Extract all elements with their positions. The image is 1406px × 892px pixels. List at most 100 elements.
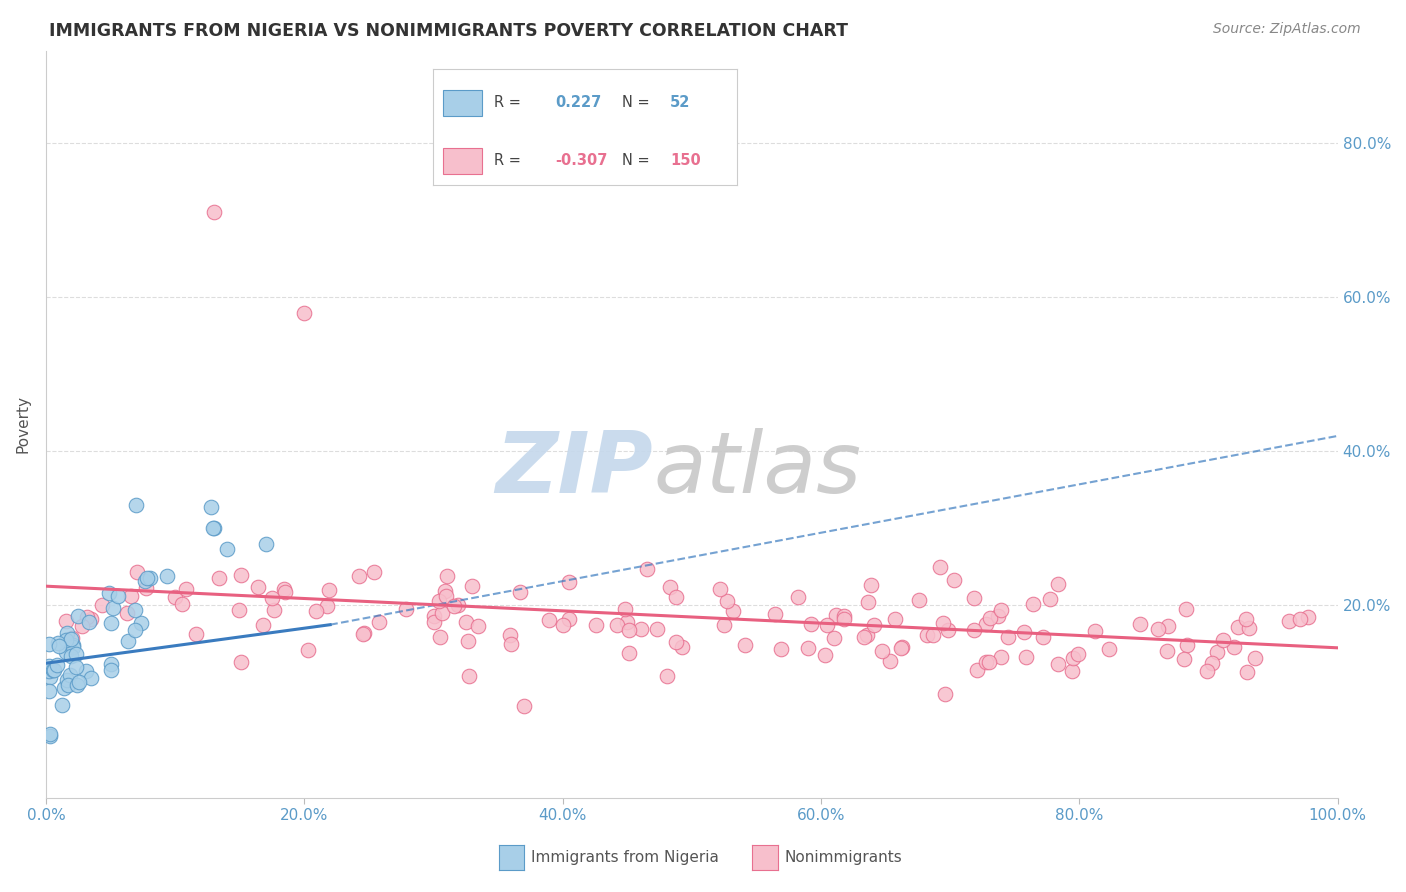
Text: atlas: atlas bbox=[652, 428, 860, 511]
Point bbox=[117, 606, 139, 620]
Point bbox=[558, 612, 581, 626]
Point bbox=[347, 568, 370, 582]
Point bbox=[974, 617, 997, 632]
Point bbox=[42, 663, 65, 677]
Point bbox=[665, 634, 688, 648]
Point bbox=[977, 655, 1000, 669]
Point bbox=[630, 622, 652, 636]
Point bbox=[60, 631, 83, 645]
Point bbox=[436, 569, 458, 583]
Point bbox=[860, 578, 883, 592]
Point bbox=[1062, 651, 1084, 665]
Point bbox=[1047, 576, 1070, 591]
Point bbox=[262, 591, 284, 605]
Y-axis label: Poverty: Poverty bbox=[15, 395, 30, 453]
Point bbox=[38, 637, 60, 651]
Point bbox=[231, 567, 253, 582]
Point bbox=[1157, 618, 1180, 632]
Point bbox=[655, 668, 678, 682]
Point bbox=[823, 631, 845, 645]
Point bbox=[879, 654, 901, 668]
Point bbox=[1175, 602, 1198, 616]
Point bbox=[870, 643, 893, 657]
Point bbox=[551, 618, 574, 632]
Point bbox=[454, 615, 477, 630]
Point bbox=[134, 574, 156, 588]
Point bbox=[59, 668, 82, 682]
Point bbox=[509, 584, 531, 599]
Point bbox=[273, 582, 295, 596]
Text: Nonimmigrants: Nonimmigrants bbox=[785, 850, 903, 864]
Point bbox=[247, 580, 270, 594]
Point bbox=[427, 594, 450, 608]
Point bbox=[763, 607, 786, 622]
Point bbox=[156, 569, 179, 583]
Point bbox=[606, 618, 628, 632]
Point bbox=[815, 618, 838, 632]
Point bbox=[787, 590, 810, 604]
Point bbox=[734, 638, 756, 652]
Point bbox=[55, 633, 77, 648]
Point bbox=[1083, 624, 1105, 638]
Point bbox=[430, 607, 453, 621]
Text: IMMIGRANTS FROM NIGERIA VS NONIMMIGRANTS POVERTY CORRELATION CHART: IMMIGRANTS FROM NIGERIA VS NONIMMIGRANTS… bbox=[49, 22, 848, 40]
Point bbox=[617, 646, 640, 660]
Point bbox=[814, 648, 837, 662]
Point bbox=[42, 663, 65, 677]
Point bbox=[1047, 657, 1070, 672]
Point bbox=[665, 591, 688, 605]
Point bbox=[658, 580, 681, 594]
Point bbox=[65, 660, 87, 674]
Point bbox=[433, 583, 456, 598]
Point bbox=[352, 626, 374, 640]
Point bbox=[38, 683, 60, 698]
Point bbox=[928, 559, 950, 574]
Point bbox=[1177, 638, 1199, 652]
Point bbox=[671, 640, 693, 654]
Point bbox=[800, 617, 823, 632]
Point bbox=[80, 671, 103, 685]
Point bbox=[1289, 612, 1312, 626]
Point bbox=[124, 603, 146, 617]
Point bbox=[1128, 616, 1150, 631]
Point bbox=[186, 627, 208, 641]
Point bbox=[537, 614, 560, 628]
Point bbox=[614, 601, 637, 615]
Point bbox=[353, 626, 375, 640]
Point bbox=[908, 593, 931, 607]
Point bbox=[200, 500, 222, 515]
Point bbox=[513, 698, 536, 713]
Point bbox=[60, 632, 83, 646]
Point bbox=[458, 669, 481, 683]
Point bbox=[77, 615, 100, 629]
Point bbox=[297, 642, 319, 657]
Point bbox=[769, 641, 792, 656]
Point bbox=[447, 599, 470, 613]
Point bbox=[1298, 610, 1320, 624]
Point bbox=[461, 579, 484, 593]
Point bbox=[1236, 665, 1258, 679]
Point bbox=[1022, 597, 1045, 611]
Point bbox=[1197, 664, 1219, 678]
Point bbox=[499, 628, 522, 642]
Point bbox=[422, 615, 444, 630]
Point bbox=[921, 628, 943, 642]
Point bbox=[1201, 656, 1223, 670]
Point bbox=[585, 618, 607, 632]
Point bbox=[943, 573, 966, 587]
Point bbox=[120, 589, 142, 603]
Point bbox=[38, 729, 60, 743]
Point bbox=[974, 655, 997, 669]
Point bbox=[51, 698, 73, 712]
Point bbox=[716, 594, 738, 608]
Point bbox=[117, 633, 139, 648]
Point bbox=[616, 615, 638, 629]
Point bbox=[254, 537, 277, 551]
Point bbox=[1156, 644, 1178, 658]
Point bbox=[429, 630, 451, 644]
Point bbox=[75, 664, 97, 678]
Point bbox=[797, 641, 820, 656]
Point bbox=[558, 575, 581, 590]
Point bbox=[252, 618, 274, 632]
Point bbox=[316, 599, 339, 614]
